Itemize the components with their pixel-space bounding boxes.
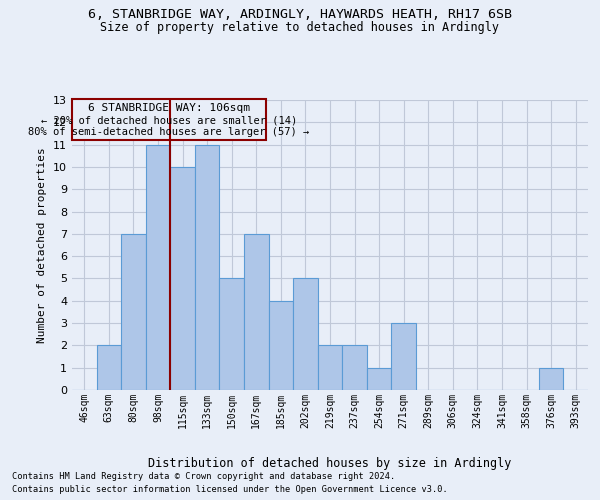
Bar — [170, 167, 195, 390]
Y-axis label: Number of detached properties: Number of detached properties — [37, 147, 47, 343]
Bar — [220, 278, 244, 390]
Bar — [97, 346, 121, 390]
Text: 6 STANBRIDGE WAY: 106sqm: 6 STANBRIDGE WAY: 106sqm — [88, 104, 250, 114]
Bar — [121, 234, 146, 390]
Bar — [539, 368, 563, 390]
Bar — [146, 144, 170, 390]
Text: 80% of semi-detached houses are larger (57) →: 80% of semi-detached houses are larger (… — [28, 127, 310, 137]
Bar — [244, 234, 269, 390]
Bar — [342, 346, 367, 390]
Bar — [269, 301, 293, 390]
Bar — [195, 144, 220, 390]
Text: ← 20% of detached houses are smaller (14): ← 20% of detached houses are smaller (14… — [41, 115, 297, 125]
Text: Distribution of detached houses by size in Ardingly: Distribution of detached houses by size … — [148, 458, 512, 470]
Text: 6, STANBRIDGE WAY, ARDINGLY, HAYWARDS HEATH, RH17 6SB: 6, STANBRIDGE WAY, ARDINGLY, HAYWARDS HE… — [88, 8, 512, 20]
FancyBboxPatch shape — [72, 99, 266, 140]
Bar — [318, 346, 342, 390]
Text: Contains public sector information licensed under the Open Government Licence v3: Contains public sector information licen… — [12, 485, 448, 494]
Text: Size of property relative to detached houses in Ardingly: Size of property relative to detached ho… — [101, 21, 499, 34]
Bar — [367, 368, 391, 390]
Text: Contains HM Land Registry data © Crown copyright and database right 2024.: Contains HM Land Registry data © Crown c… — [12, 472, 395, 481]
Bar — [293, 278, 318, 390]
Bar — [391, 323, 416, 390]
